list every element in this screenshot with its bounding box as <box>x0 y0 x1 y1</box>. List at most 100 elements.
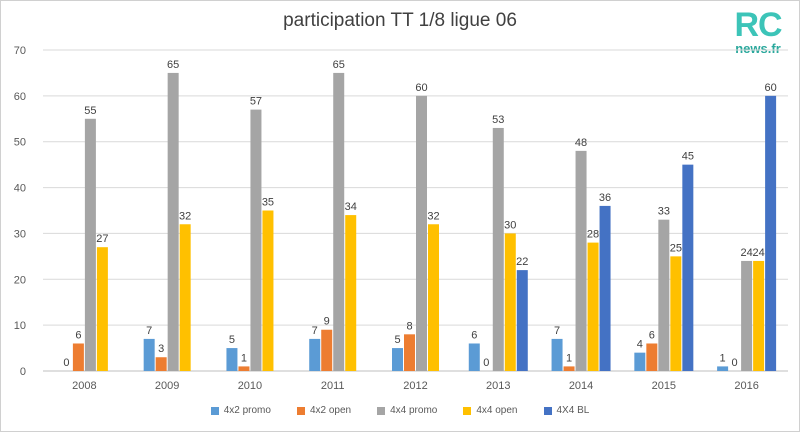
legend-swatch <box>296 406 305 415</box>
data-label: 35 <box>262 197 274 209</box>
data-label: 6 <box>649 329 655 341</box>
data-label: 53 <box>492 114 504 126</box>
bar <box>428 224 439 371</box>
rcnews-logo: RC news.fr <box>722 8 794 60</box>
x-tick-label: 2012 <box>403 380 427 392</box>
y-tick-label: 30 <box>14 228 26 240</box>
legend-swatch <box>377 406 386 415</box>
bar <box>516 270 528 371</box>
bar <box>179 224 191 371</box>
bar <box>143 338 155 371</box>
bar <box>587 242 599 371</box>
bar <box>765 95 777 371</box>
legend-item: 4x2 promo <box>210 405 271 416</box>
data-label: 60 <box>764 82 776 94</box>
x-tick-label: 2013 <box>486 380 510 392</box>
data-label: 3 <box>158 343 164 355</box>
data-label: 65 <box>333 59 345 71</box>
data-label: 0 <box>732 357 738 369</box>
data-label: 36 <box>599 192 611 204</box>
bar <box>670 256 682 371</box>
data-label: 25 <box>670 242 682 254</box>
logo-main-text: RC <box>734 6 782 44</box>
data-label: 32 <box>179 210 191 222</box>
data-label: 34 <box>345 201 357 213</box>
bar <box>321 329 333 371</box>
data-label: 5 <box>229 334 235 346</box>
legend-item: 4x4 open <box>463 405 518 416</box>
bar <box>84 118 96 372</box>
data-label: 55 <box>84 105 96 117</box>
bar <box>634 352 646 371</box>
data-label: 9 <box>324 316 330 328</box>
chart-legend: 4x2 promo 4x2 open 4x4 promo 4x4 open 4X4 BL <box>0 405 800 416</box>
data-label: 24 <box>752 247 764 259</box>
bar <box>468 343 480 371</box>
bar <box>717 366 729 371</box>
x-tick-label: 2016 <box>734 380 758 392</box>
data-label: 1 <box>720 352 726 364</box>
bar <box>682 164 694 371</box>
bar <box>345 215 357 371</box>
data-label: 8 <box>406 320 412 332</box>
bar <box>492 127 504 371</box>
data-label: 30 <box>504 219 516 231</box>
bar <box>404 334 415 371</box>
bar <box>504 233 516 371</box>
legend-swatch <box>463 406 472 415</box>
data-label: 28 <box>587 229 599 241</box>
data-label: 57 <box>250 96 262 108</box>
data-label: 7 <box>312 325 318 337</box>
data-label: 33 <box>658 206 670 218</box>
data-label: 1 <box>241 352 247 364</box>
x-tick-label: 2014 <box>569 380 593 392</box>
x-tick-label: 2015 <box>652 380 676 392</box>
data-label: 0 <box>483 357 489 369</box>
data-label: 65 <box>167 59 179 71</box>
data-label: 22 <box>516 256 528 268</box>
chart-title: participation TT 1/8 ligue 06 <box>283 10 517 31</box>
data-label: 7 <box>146 325 152 337</box>
bar <box>309 338 321 371</box>
data-label: 27 <box>96 233 108 245</box>
legend-swatch <box>543 406 552 415</box>
bar <box>333 72 345 371</box>
bar <box>155 357 167 371</box>
legend-label: 4x4 promo <box>390 405 438 416</box>
bar <box>753 260 765 371</box>
legend-item: 4X4 BL <box>543 405 589 416</box>
y-tick-label: 70 <box>14 45 26 57</box>
data-label: 4 <box>637 339 643 351</box>
bar <box>392 348 403 371</box>
y-tick-label: 60 <box>14 91 26 103</box>
data-label: 32 <box>427 210 439 222</box>
x-tick-label: 2010 <box>238 380 262 392</box>
x-tick-label: 2009 <box>155 380 179 392</box>
bar <box>563 366 575 371</box>
data-label: 24 <box>740 247 752 259</box>
bar <box>96 247 108 371</box>
y-tick-label: 20 <box>14 274 26 286</box>
y-tick-label: 0 <box>20 366 26 378</box>
bar <box>167 72 179 371</box>
legend-label: 4x4 open <box>476 405 518 416</box>
data-label: 60 <box>415 82 427 94</box>
bar <box>646 343 658 371</box>
bar <box>551 338 563 371</box>
bar <box>262 210 274 371</box>
data-label: 5 <box>394 334 400 346</box>
data-label: 45 <box>682 151 694 163</box>
bar <box>250 109 262 371</box>
bar <box>416 95 427 371</box>
y-tick-label: 40 <box>14 183 26 195</box>
bar <box>741 260 753 371</box>
bar <box>238 366 250 371</box>
legend-label: 4x2 promo <box>223 405 271 416</box>
data-label: 1 <box>566 352 572 364</box>
legend-item: 4x2 open <box>296 405 351 416</box>
logo-sub-text: news.fr <box>735 41 781 56</box>
legend-item: 4x4 promo <box>377 405 437 416</box>
data-label: 6 <box>75 329 81 341</box>
bar <box>226 348 238 371</box>
data-label: 6 <box>471 329 477 341</box>
